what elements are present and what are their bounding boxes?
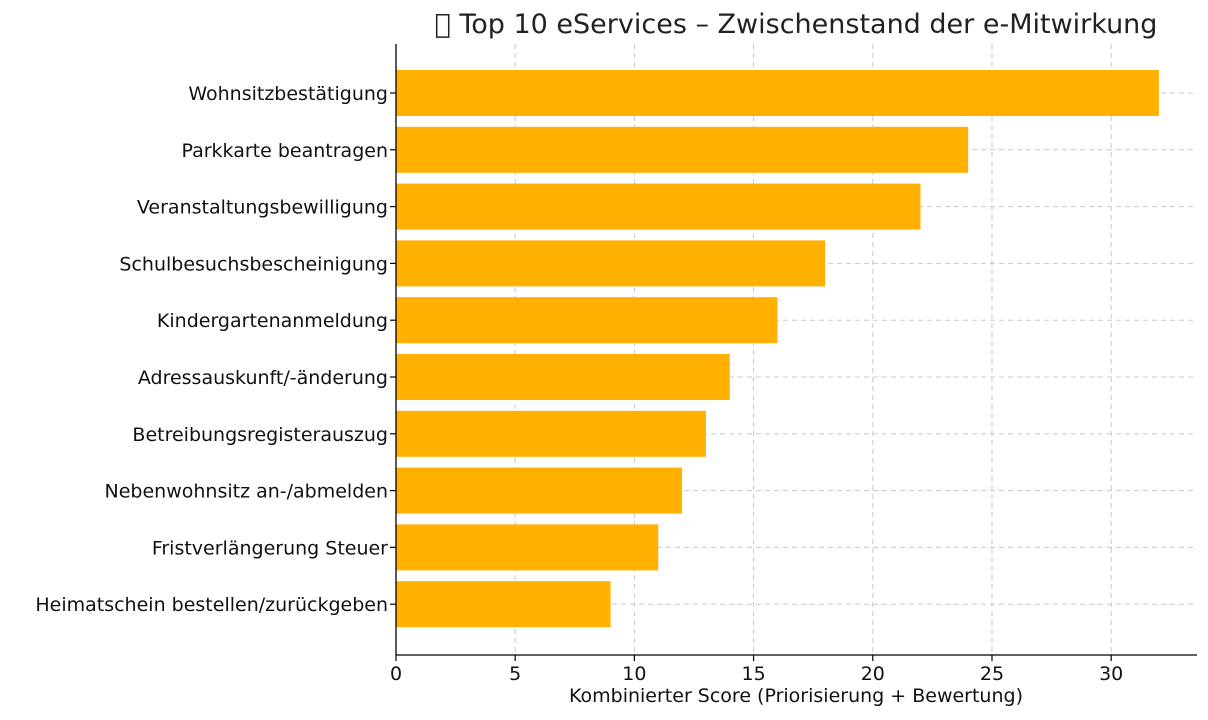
- bars: [396, 70, 1159, 628]
- category-label: Adressauskunft/-änderung: [138, 367, 388, 389]
- bar: [396, 70, 1159, 116]
- x-axis-label: Kombinierter Score (Priorisierung + Bewe…: [569, 685, 1023, 707]
- category-label: Kindergartenanmeldung: [157, 310, 388, 332]
- bar: [396, 297, 778, 344]
- bar: [396, 524, 659, 571]
- category-label: Nebenwohnsitz an-/abmelden: [105, 481, 389, 503]
- bar: [396, 410, 706, 457]
- x-axis-ticks: 0 5 10 15 20 25 30: [390, 92, 1123, 685]
- bar: [396, 581, 611, 628]
- bar: [396, 126, 969, 173]
- x-tick-label: 10: [622, 663, 646, 685]
- category-label: Fristverlängerung Steuer: [152, 537, 388, 559]
- x-tick-label: 15: [741, 663, 765, 685]
- x-tick-label: 25: [980, 663, 1004, 685]
- category-labels: Wohnsitzbestätigung Parkkarte beantragen V…: [35, 83, 388, 616]
- x-tick-label: 30: [1099, 663, 1123, 685]
- bar: [396, 467, 683, 514]
- category-label: Betreibungsregisterauszug: [132, 424, 388, 446]
- axes: [395, 44, 1197, 656]
- chart-title:   Top 10 eServices – Zwischenstand der e…: [435, 9, 1158, 40]
- category-label: Parkkarte beantragen: [182, 140, 389, 162]
- category-label: Veranstaltungsbewilligung: [137, 197, 388, 219]
- bar: [396, 354, 730, 400]
- bar: [396, 240, 826, 287]
- bar: [396, 183, 921, 230]
- x-tick-label: 5: [509, 663, 521, 685]
- category-label: Wohnsitzbestätigung: [188, 83, 388, 105]
- category-label: Schulbesuchsbescheinigung: [119, 253, 388, 275]
- x-tick-label: 0: [390, 663, 402, 685]
- x-tick-label: 20: [861, 663, 885, 685]
- category-label: Heimatschein bestellen/zurückgeben: [35, 594, 388, 616]
